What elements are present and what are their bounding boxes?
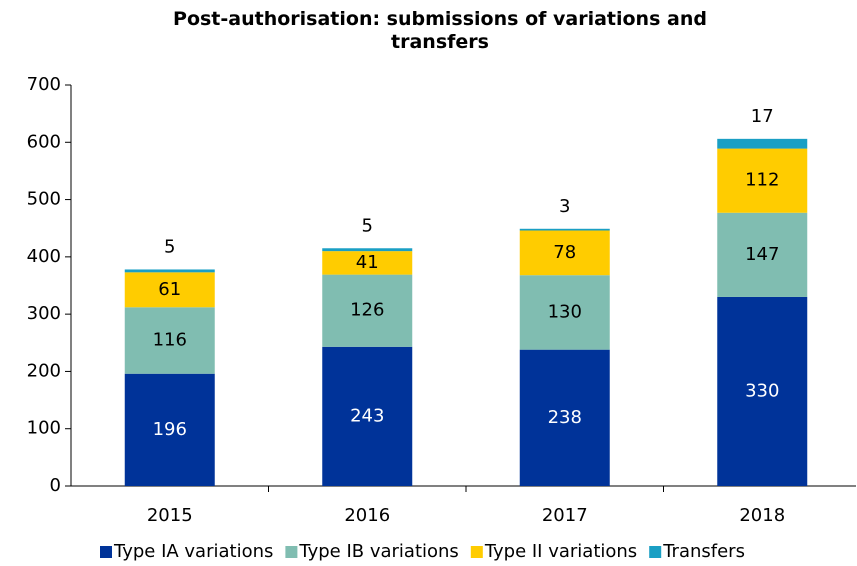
bar-segment (124, 307, 215, 374)
y-tick-label: 0 (50, 475, 61, 496)
legend-swatch (649, 546, 662, 558)
legend-label: Transfers (662, 541, 745, 562)
data-label: 130 (548, 301, 582, 322)
y-tick-label: 100 (27, 418, 61, 439)
bar-segment (124, 272, 215, 308)
x-tick-label: 2017 (542, 505, 588, 526)
x-tick-label: 2016 (344, 505, 390, 526)
bar-segment (322, 248, 413, 252)
bar-segment (717, 212, 808, 297)
data-label: 5 (164, 236, 175, 257)
legend-label: Type IB variations (298, 541, 458, 562)
bar-segment (322, 251, 413, 275)
x-tick-label: 2018 (739, 505, 785, 526)
bar-segment (519, 230, 610, 276)
legend-label: Type IA variations (113, 541, 273, 562)
y-tick-label: 700 (27, 74, 61, 95)
data-label: 243 (350, 405, 384, 426)
data-label: 17 (751, 106, 774, 127)
y-tick-label: 500 (27, 189, 61, 210)
data-label: 61 (158, 279, 181, 300)
data-label: 116 (153, 329, 187, 350)
y-tick-label: 600 (27, 131, 61, 152)
bar-segment (519, 228, 610, 231)
y-tick-label: 200 (27, 360, 61, 381)
data-label: 126 (350, 300, 384, 321)
bar-segment (717, 296, 808, 486)
legend-swatch (100, 546, 112, 558)
data-label: 147 (745, 244, 779, 265)
y-tick-label: 400 (27, 246, 61, 267)
bar-segment (124, 269, 215, 273)
bar-segment (124, 373, 215, 486)
data-label: 41 (356, 252, 379, 273)
data-label: 196 (153, 419, 187, 440)
legend: Type IA variations Type IB variations Type… (100, 541, 745, 562)
data-label: 238 (548, 407, 582, 428)
bar-segment (519, 275, 610, 350)
bar-segment (322, 274, 413, 347)
data-label: 5 (362, 215, 373, 236)
bar-segment (717, 148, 808, 213)
legend-label: Type II variations (484, 541, 637, 562)
legend-swatch (285, 546, 298, 558)
chart-title: Post-authorisation: submissions of varia… (173, 8, 707, 53)
bar-segment (519, 349, 610, 486)
bar-segment (322, 346, 413, 486)
data-label: 78 (553, 242, 576, 263)
data-label: 3 (559, 196, 570, 217)
legend-swatch (470, 546, 483, 558)
bar-segment (717, 138, 808, 149)
data-label: 330 (745, 380, 779, 401)
data-label: 112 (745, 170, 779, 191)
x-tick-label: 2015 (147, 505, 193, 526)
y-tick-label: 300 (27, 303, 61, 324)
